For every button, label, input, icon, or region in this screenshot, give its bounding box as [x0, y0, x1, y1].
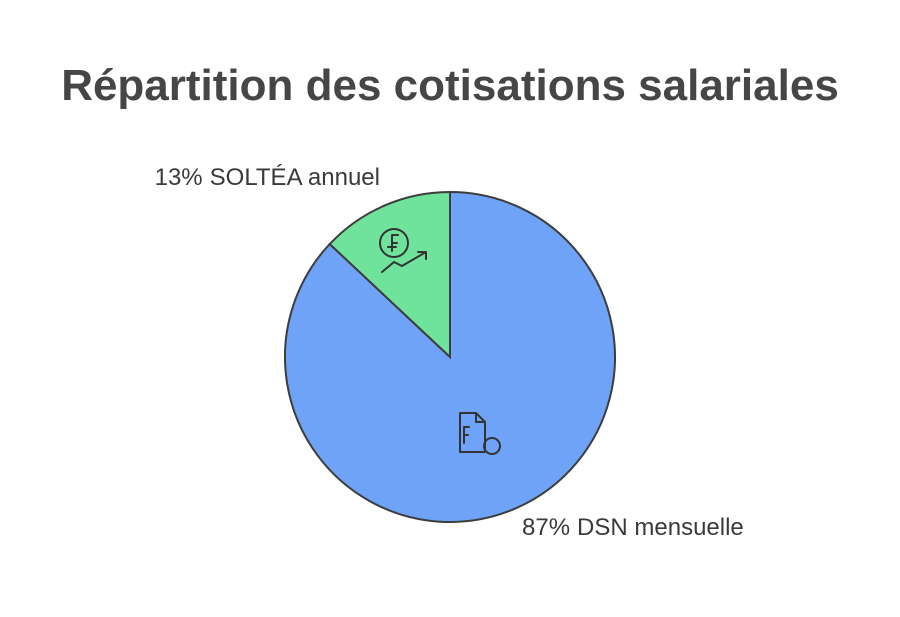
category-label: SOLTÉA annuel	[210, 164, 380, 191]
value-label: 13%	[155, 164, 203, 191]
value-label: 87%	[522, 514, 570, 541]
slice-label: 13% SOLTÉA annuel	[155, 164, 380, 191]
chart-title: Répartition des cotisations salariales	[61, 61, 839, 110]
icon-dsn	[459, 412, 501, 455]
pie	[284, 190, 616, 523]
icon-soltea	[379, 228, 427, 273]
slice-label: 87% DSN mensuelle	[522, 514, 744, 541]
category-label: DSN mensuelle	[577, 514, 744, 541]
pie-slice	[328, 190, 451, 360]
